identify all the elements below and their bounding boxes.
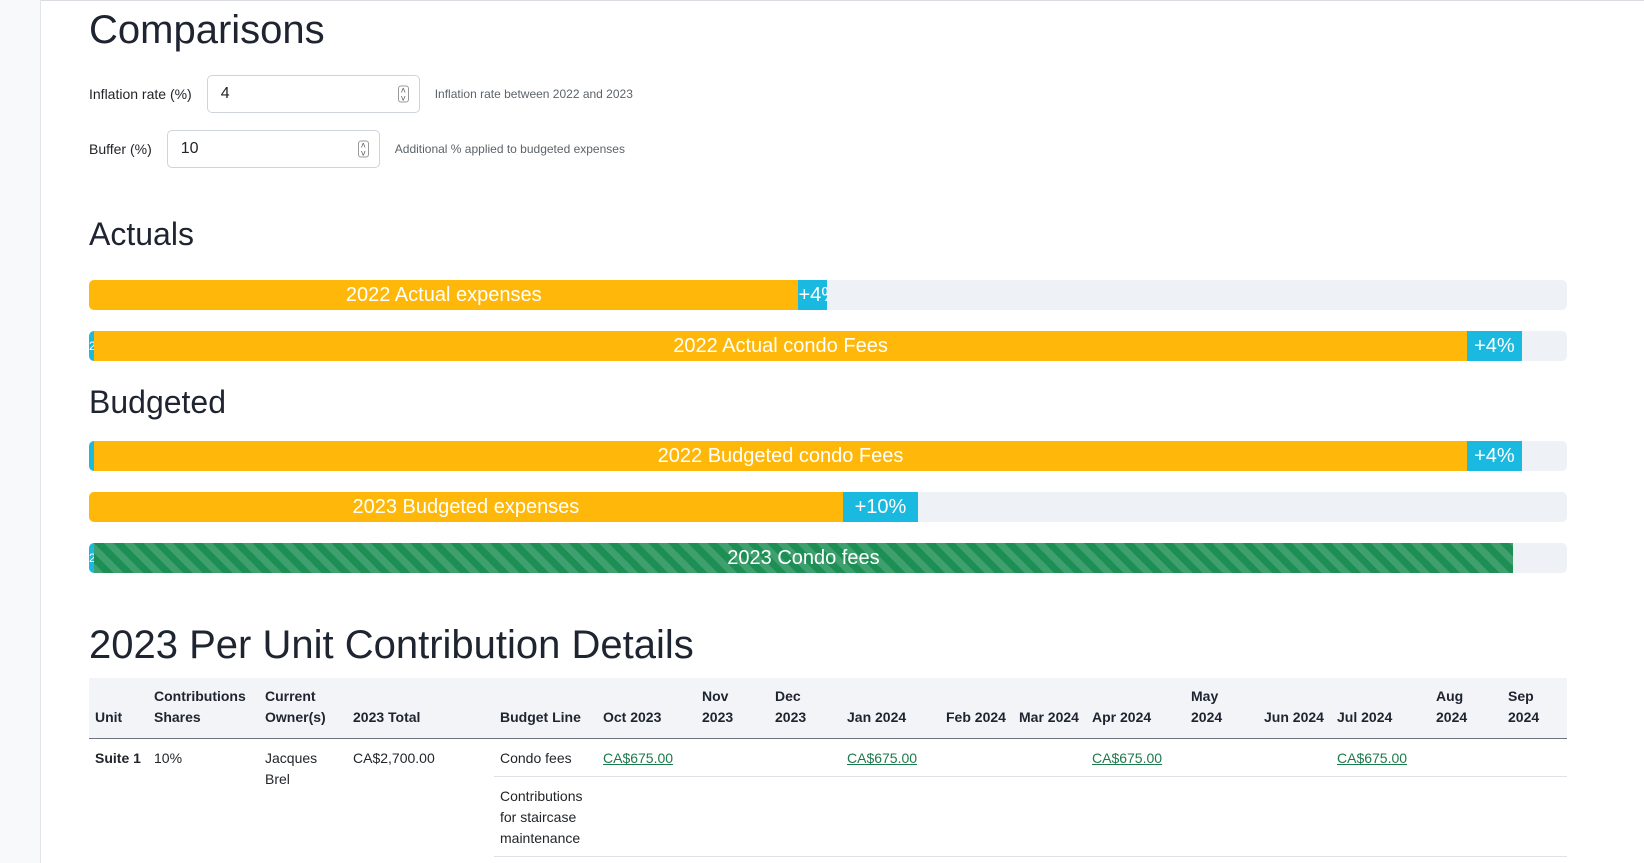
header-month: Apr 2024 xyxy=(1086,678,1185,739)
header-month: Dec 2023 xyxy=(769,678,841,739)
month-cell xyxy=(1502,776,1567,857)
month-cell xyxy=(1086,776,1185,857)
month-cell xyxy=(1185,776,1258,857)
budgeted-condo-fees-inflation-segment: +4% xyxy=(1467,441,1522,471)
budgeted-expenses-segment: 2023 Budgeted expenses xyxy=(89,492,843,522)
header-month: Oct 2023 xyxy=(597,678,696,739)
actual-condo-fees-segment: 2022 Actual condo Fees xyxy=(94,331,1468,361)
month-cell xyxy=(841,776,940,857)
number-spinner-icon[interactable]: ˄ ˅ xyxy=(357,140,369,158)
actuals-title: Actuals xyxy=(89,216,194,252)
condo-fees-2023-lead-segment: 2 xyxy=(89,543,94,573)
month-cell xyxy=(1258,738,1331,777)
month-cell xyxy=(940,738,1013,777)
top-border xyxy=(0,0,1644,1)
amount-link[interactable]: CA$675.00 xyxy=(1337,750,1408,766)
buffer-label: Buffer (%) xyxy=(89,141,152,157)
header-month: Feb 2024 xyxy=(940,678,1013,739)
buffer-value: 10 xyxy=(180,140,199,157)
unit-cell: Suite 1 xyxy=(95,750,141,766)
header-month: Jun 2024 xyxy=(1258,678,1331,739)
header-month: Sep 2024 xyxy=(1502,678,1567,739)
month-cell xyxy=(1331,776,1430,857)
month-cell xyxy=(769,738,841,777)
inflation-rate-value: 4 xyxy=(220,85,230,102)
amount-link[interactable]: CA$675.00 xyxy=(603,750,674,766)
inflation-rate-input[interactable]: 4 ˄ ˅ xyxy=(206,75,420,113)
budget-line-cell: Condo fees xyxy=(494,738,597,777)
number-spinner-icon[interactable]: ˄ ˅ xyxy=(397,85,409,103)
header-owners: Current Owner(s) xyxy=(259,678,347,739)
inflation-rate-row: Inflation rate (%) 4 ˄ ˅ Inflation rate b… xyxy=(89,75,633,113)
header-unit: Unit xyxy=(89,678,148,739)
header-month: Aug 2024 xyxy=(1430,678,1502,739)
header-month: Jan 2024 xyxy=(841,678,940,739)
table-row: Suite 1 10% Jacques Brel CA$2,700.00 Con… xyxy=(89,738,1567,787)
header-total: 2023 Total xyxy=(347,678,494,739)
month-cell: CA$675.00 xyxy=(841,738,940,777)
table-header-row: Unit Contributions Shares Current Owner(… xyxy=(89,678,1567,739)
shares-cell: 10% xyxy=(154,750,183,766)
month-cell xyxy=(597,776,696,857)
month-cell xyxy=(696,738,769,777)
amount-link[interactable]: CA$675.00 xyxy=(1092,750,1163,766)
month-cell xyxy=(1430,738,1502,777)
budget-line-cell: Contributions for staircase maintenance xyxy=(494,776,597,857)
budgeted-condo-fees-segment: 2022 Budgeted condo Fees xyxy=(94,441,1468,471)
budgeted-condo-fees-lead-segment xyxy=(89,441,94,471)
header-month: Nov 2023 xyxy=(696,678,769,739)
header-month: Mar 2024 xyxy=(1013,678,1086,739)
condo-fees-2023-segment: 2023 Condo fees xyxy=(94,543,1513,573)
sidebar xyxy=(0,0,41,863)
condo-fees-2023-bar: 2 2023 Condo fees xyxy=(89,543,1567,573)
owners-cell: Jacques Brel xyxy=(265,750,318,787)
month-cell xyxy=(1502,738,1567,777)
buffer-row: Buffer (%) 10 ˄ ˅ Additional % applied to… xyxy=(89,130,625,168)
header-budget-line: Budget Line xyxy=(494,678,597,739)
actual-expenses-bar: 2022 Actual expenses +4% xyxy=(89,280,1567,310)
month-cell xyxy=(940,776,1013,857)
month-cell xyxy=(1013,738,1086,777)
header-month: Jul 2024 xyxy=(1331,678,1430,739)
budgeted-title: Budgeted xyxy=(89,384,227,420)
month-cell xyxy=(1430,776,1502,857)
buffer-input[interactable]: 10 ˄ ˅ xyxy=(166,130,380,168)
month-cell xyxy=(1185,738,1258,777)
contribution-table: Unit Contributions Shares Current Owner(… xyxy=(89,678,1567,857)
table-row: Contributions for staircase maintenance xyxy=(89,776,1567,857)
inflation-rate-label: Inflation rate (%) xyxy=(89,86,192,102)
actual-expenses-segment: 2022 Actual expenses xyxy=(89,280,799,310)
comparisons-title: Comparisons xyxy=(89,8,325,52)
month-cell xyxy=(1013,776,1086,857)
budgeted-condo-fees-bar: 2022 Budgeted condo Fees +4% xyxy=(89,441,1567,471)
actual-condo-fees-bar: 2 2022 Actual condo Fees +4% xyxy=(89,331,1567,361)
month-cell xyxy=(1258,776,1331,857)
inflation-rate-help: Inflation rate between 2022 and 2023 xyxy=(434,87,633,101)
header-shares: Contributions Shares xyxy=(148,678,259,739)
month-cell xyxy=(769,776,841,857)
buffer-help: Additional % applied to budgeted expense… xyxy=(394,142,625,156)
month-cell xyxy=(696,776,769,857)
details-title: 2023 Per Unit Contribution Details xyxy=(89,623,694,667)
budgeted-expenses-buffer-segment: +10% xyxy=(842,492,919,522)
actual-condo-fees-lead-segment: 2 xyxy=(89,331,94,361)
month-cell: CA$675.00 xyxy=(597,738,696,777)
amount-link[interactable]: CA$675.00 xyxy=(847,750,918,766)
actual-expenses-inflation-segment: +4% xyxy=(798,280,827,310)
actual-condo-fees-inflation-segment: +4% xyxy=(1467,331,1522,361)
month-cell: CA$675.00 xyxy=(1086,738,1185,777)
header-month: May 2024 xyxy=(1185,678,1258,739)
month-cell: CA$675.00 xyxy=(1331,738,1430,777)
total-cell: CA$2,700.00 xyxy=(353,750,435,766)
budgeted-expenses-bar: 2023 Budgeted expenses +10% xyxy=(89,492,1567,522)
